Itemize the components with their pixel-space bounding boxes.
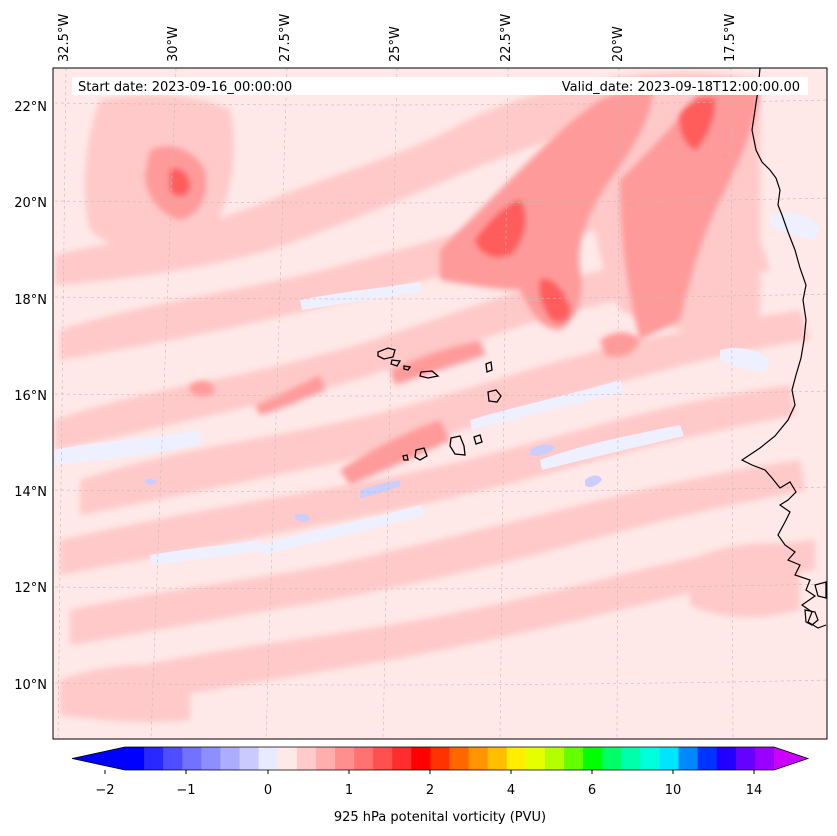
lat-label: 16°N — [14, 389, 47, 404]
colorbar-tick-label: 6 — [588, 783, 596, 798]
colorbar-segment — [697, 747, 718, 770]
longitude-labels: 32.5°W 30°W 27.5°W 25°W 22.5°W 20°W 17.5… — [57, 14, 738, 62]
start-date-label: Start date: 2023-09-16_00:00:00 — [78, 80, 292, 95]
colorbar-extend-high — [774, 747, 808, 770]
lat-label: 18°N — [14, 293, 47, 308]
colorbar-segment — [354, 747, 374, 770]
valid-date-label: Valid_date: 2023-09-18T12:00:00.00 — [562, 80, 800, 95]
pv-mid-positive-contours — [145, 80, 760, 485]
colorbar-segment — [583, 747, 603, 770]
colorbar-segment — [640, 747, 660, 770]
colorbar-segment — [277, 747, 298, 770]
colorbar-extend-low — [72, 747, 125, 770]
colorbar-tick-label: 2 — [426, 783, 434, 798]
lon-label: 32.5°W — [57, 14, 72, 62]
colorbar-segment — [487, 747, 508, 770]
cabo-verde-islands — [377, 347, 502, 461]
colorbar-segment — [296, 747, 317, 770]
graticule — [54, 68, 827, 739]
colorbar-segment — [392, 747, 412, 770]
colorbar-segment — [315, 747, 336, 770]
colorbar-segment — [544, 747, 565, 770]
colorbar-title: 925 hPa potenital vorticity (PVU) — [334, 810, 546, 825]
colorbar-segment — [754, 747, 775, 770]
lon-label: 17.5°W — [723, 14, 738, 62]
lat-label: 22°N — [14, 100, 47, 115]
colorbar-tick-label: −1 — [176, 783, 195, 798]
colorbar-tick-label: 10 — [665, 783, 682, 798]
colorbar-segment — [201, 747, 221, 770]
colorbar-segment — [144, 747, 164, 770]
colorbar-segment — [735, 747, 756, 770]
colorbar-segment — [621, 747, 641, 770]
lon-label: 27.5°W — [278, 14, 293, 62]
colorbar-segment — [220, 747, 241, 770]
colorbar-segment — [239, 747, 260, 770]
info-banner — [72, 77, 808, 95]
pv-field — [53, 68, 827, 739]
colorbar-segment — [258, 747, 279, 770]
colorbar-segment — [430, 747, 450, 770]
colorbar-tick-label: 4 — [507, 783, 515, 798]
colorbar-tick-labels: −2 −1 0 1 2 4 6 10 14 — [95, 783, 762, 798]
lon-label: 22.5°W — [499, 14, 514, 62]
colorbar-tick-label: 1 — [345, 783, 353, 798]
colorbar-tick-label: −2 — [95, 783, 114, 798]
colorbar-segment — [659, 747, 680, 770]
lat-label: 14°N — [14, 485, 47, 500]
lat-label: 20°N — [14, 196, 47, 211]
colorbar-segment — [449, 747, 470, 770]
colorbar-segment — [411, 747, 431, 770]
colorbar-segment — [125, 747, 145, 770]
lon-label: 20°W — [611, 26, 626, 62]
colorbar — [71, 746, 810, 774]
colorbar-segment — [678, 747, 699, 770]
colorbar-segment — [334, 747, 355, 770]
latitude-labels: 22°N 20°N 18°N 16°N 14°N 12°N 10°N — [14, 100, 47, 693]
colorbar-segment — [564, 747, 584, 770]
colorbar-segment — [716, 747, 737, 770]
colorbar-outline — [71, 746, 810, 771]
colorbar-segment — [373, 747, 393, 770]
pv-high-positive-contours — [170, 98, 715, 322]
lat-label: 12°N — [14, 581, 47, 596]
colorbar-tick-label: 14 — [746, 783, 763, 798]
colorbar-segment — [163, 747, 183, 770]
colorbar-segment — [506, 747, 527, 770]
colorbar-segment — [182, 747, 202, 770]
african-coastline — [740, 68, 827, 629]
colorbar-segment — [468, 747, 489, 770]
african-coastline — [804, 609, 819, 626]
african-coastline — [814, 581, 827, 599]
colorbar-segment — [525, 747, 546, 770]
colorbar-segment — [602, 747, 622, 770]
colorbar-tick-label: 0 — [264, 783, 272, 798]
lon-label: 25°W — [388, 26, 403, 62]
pv-low-negative-contours — [55, 213, 820, 565]
lat-label: 10°N — [14, 678, 47, 693]
map-frame — [52, 67, 828, 740]
lon-label: 30°W — [166, 26, 181, 62]
pv-mid-negative-contours — [145, 444, 602, 522]
